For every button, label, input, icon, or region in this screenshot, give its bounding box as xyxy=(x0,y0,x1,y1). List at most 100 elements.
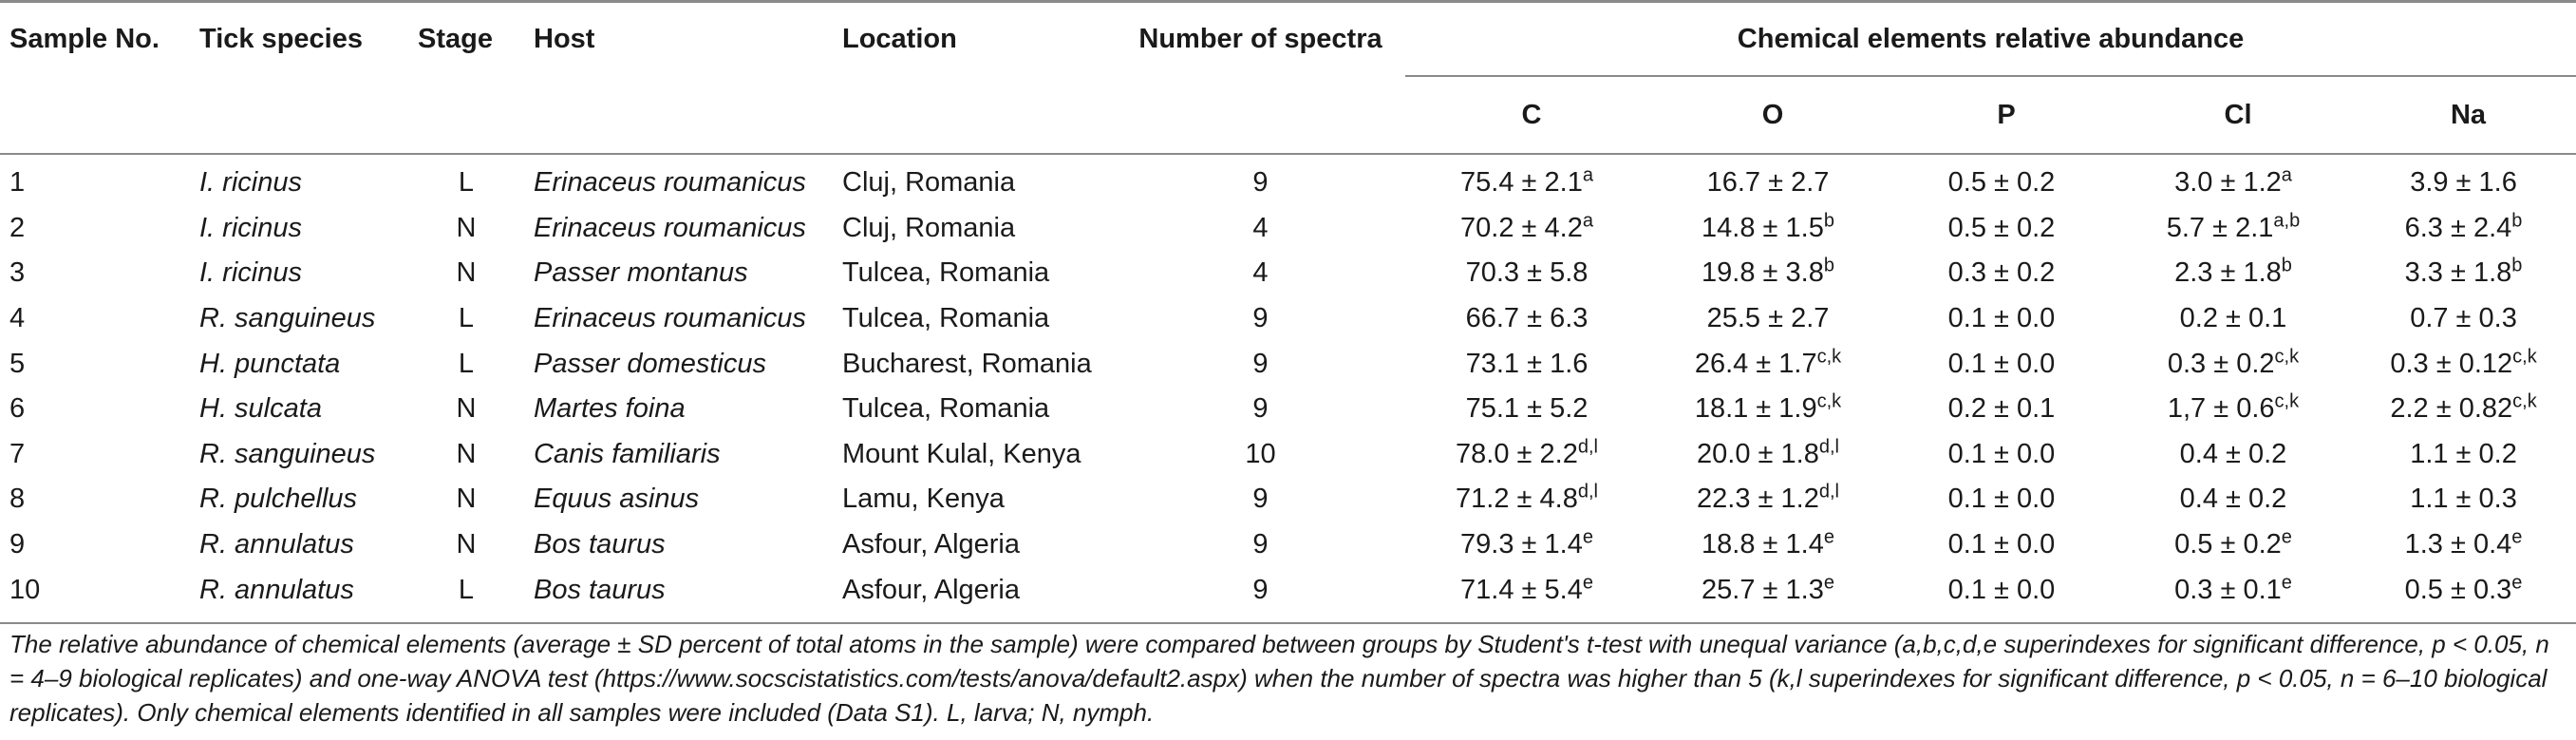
cell-location: Tulcea, Romania xyxy=(833,251,1116,296)
cell-location-value: Asfour, Algeria xyxy=(842,574,1020,605)
cell-na: 3.3 ± 1.8b xyxy=(2351,251,2576,296)
cell-tick-species-value: R. pulchellus xyxy=(199,484,358,515)
cell-location-value: Tulcea, Romania xyxy=(842,257,1050,289)
top-rule xyxy=(0,0,2576,3)
cell-stage-value: L xyxy=(458,303,475,334)
cell-o-value: 18.8 ± 1.4 xyxy=(1702,529,1824,560)
cell-p-value: 0.1 ± 0.0 xyxy=(1947,303,2056,334)
cell-p: 0.1 ± 0.0 xyxy=(1888,567,2115,613)
cell-stage-value: N xyxy=(456,257,477,289)
cell-stage-value: N xyxy=(456,529,477,560)
cell-cl-superscript: e xyxy=(2281,571,2292,593)
cell-o-value: 22.3 ± 1.2 xyxy=(1697,484,1819,515)
cell-c-superscript: d,l xyxy=(1577,436,1598,458)
cell-location: Bucharest, Romania xyxy=(833,341,1116,387)
cell-c-superscript: e xyxy=(1582,571,1593,593)
cell-o: 26.4 ± 1.7c,k xyxy=(1648,341,1888,387)
table-row: 2 I. ricinus N Erinaceus roumanicus Cluj, Ro… xyxy=(0,206,2576,252)
cell-na-value: 3.9 ± 1.6 xyxy=(2410,167,2517,199)
cell-o: 19.8 ± 3.8b xyxy=(1648,251,1888,296)
cell-c-superscript: d,l xyxy=(1577,481,1598,503)
cell-tick-species-value: H. punctata xyxy=(199,348,341,379)
cell-na: 1.1 ± 0.2 xyxy=(2351,432,2576,478)
cell-o: 16.7 ± 2.7 xyxy=(1648,155,1888,206)
cell-cl-superscript: b xyxy=(2281,255,2292,276)
cell-na-value: 1.3 ± 0.4 xyxy=(2404,529,2512,560)
cell-host-value: Erinaceus roumanicus xyxy=(534,212,806,243)
cell-stage-value: L xyxy=(458,574,475,605)
cell-stage-value: L xyxy=(458,348,475,379)
cell-tick-species: R. sanguineus xyxy=(190,432,408,478)
cell-tick-species: R. annulatus xyxy=(190,522,408,568)
cell-cl-value: 0.4 ± 0.2 xyxy=(2179,484,2287,515)
header-number-of-spectra: Number of spectra xyxy=(1138,24,1382,54)
cell-c-value: 78.0 ± 2.2 xyxy=(1456,438,1578,469)
cell-sample-no-value: 5 xyxy=(9,348,26,379)
cell-tick-species: R. annulatus xyxy=(190,567,408,613)
cell-cl-value: 5.7 ± 2.1 xyxy=(2166,212,2274,243)
cell-sample-no: 2 xyxy=(0,206,190,252)
cell-location: Asfour, Algeria xyxy=(833,522,1116,568)
cell-c: 71.2 ± 4.8d,l xyxy=(1405,477,1648,522)
cell-p-value: 0.1 ± 0.0 xyxy=(1947,529,2056,560)
cell-location: Cluj, Romania xyxy=(833,155,1116,206)
cell-number-of-spectra-value: 9 xyxy=(1252,393,1269,425)
cell-sample-no-value: 2 xyxy=(9,212,26,243)
cell-na: 0.3 ± 0.12c,k xyxy=(2351,341,2576,387)
cell-number-of-spectra-value: 4 xyxy=(1252,257,1269,289)
cell-host-value: Erinaceus roumanicus xyxy=(534,167,806,199)
cell-host: Passer domesticus xyxy=(524,341,833,387)
cell-stage: L xyxy=(408,296,524,342)
cell-p-value: 0.1 ± 0.0 xyxy=(1947,574,2056,605)
cell-sample-no-value: 6 xyxy=(9,393,26,425)
cell-cl-value: 0.5 ± 0.2 xyxy=(2174,529,2282,560)
cell-c-value: 70.3 ± 5.8 xyxy=(1465,257,1589,289)
cell-stage-value: L xyxy=(458,167,475,199)
cell-host: Martes foina xyxy=(524,387,833,432)
header-row-1: Sample No. Tick species Stage Host Locat… xyxy=(0,3,2576,77)
cell-host-value: Martes foina xyxy=(534,393,686,425)
cell-sample-no: 4 xyxy=(0,296,190,342)
cell-sample-no: 6 xyxy=(0,387,190,432)
cell-host-value: Passer montanus xyxy=(534,257,748,289)
cell-location-value: Mount Kulal, Kenya xyxy=(842,438,1081,469)
cell-host: Bos taurus xyxy=(524,567,833,613)
cell-p-value: 0.5 ± 0.2 xyxy=(1947,167,2056,199)
table-row: 4 R. sanguineus L Erinaceus roumanicus Tulce… xyxy=(0,296,2576,342)
cell-cl: 3.0 ± 1.2a xyxy=(2115,155,2351,206)
cell-cl: 0.4 ± 0.2 xyxy=(2115,432,2351,478)
cell-c: 75.4 ± 2.1a xyxy=(1405,155,1648,206)
cell-host: Bos taurus xyxy=(524,522,833,568)
cell-na: 6.3 ± 2.4b xyxy=(2351,206,2576,252)
header-spacer xyxy=(0,76,1405,154)
cell-sample-no: 7 xyxy=(0,432,190,478)
cell-o-superscript: d,l xyxy=(1818,436,1839,458)
cell-number-of-spectra: 9 xyxy=(1116,522,1405,568)
table-row: 7 R. sanguineus N Canis familiaris Mount Kul… xyxy=(0,432,2576,478)
cell-location-value: Tulcea, Romania xyxy=(842,393,1050,425)
cell-na: 0.7 ± 0.3 xyxy=(2351,296,2576,342)
cell-o-superscript: e xyxy=(1823,571,1834,593)
cell-o-value: 18.1 ± 1.9 xyxy=(1694,393,1817,425)
cell-o-superscript: b xyxy=(1823,255,1834,276)
cell-o: 18.1 ± 1.9c,k xyxy=(1648,387,1888,432)
cell-o: 20.0 ± 1.8d,l xyxy=(1648,432,1888,478)
table-row: 3 I. ricinus N Passer montanus Tulcea, Roman… xyxy=(0,251,2576,296)
cell-cl-superscript: a xyxy=(2281,164,2292,186)
cell-host: Passer montanus xyxy=(524,251,833,296)
cell-na-value: 1.1 ± 0.2 xyxy=(2410,438,2517,469)
cell-c: 66.7 ± 6.3 xyxy=(1405,296,1648,342)
cell-p-value: 0.3 ± 0.2 xyxy=(1947,257,2056,289)
cell-na-superscript: c,k xyxy=(2512,346,2537,368)
cell-location: Tulcea, Romania xyxy=(833,296,1116,342)
cell-number-of-spectra-value: 10 xyxy=(1245,438,1276,469)
cell-na-superscript: b xyxy=(2511,255,2523,276)
cell-c: 70.2 ± 4.2a xyxy=(1405,206,1648,252)
cell-tick-species: H. punctata xyxy=(190,341,408,387)
cell-sample-no: 5 xyxy=(0,341,190,387)
cell-host: Erinaceus roumanicus xyxy=(524,296,833,342)
cell-na-value: 0.5 ± 0.3 xyxy=(2404,574,2512,605)
cell-na-superscript: e xyxy=(2511,526,2523,548)
cell-p: 0.1 ± 0.0 xyxy=(1888,296,2115,342)
cell-cl-value: 0.3 ± 0.1 xyxy=(2174,574,2282,605)
